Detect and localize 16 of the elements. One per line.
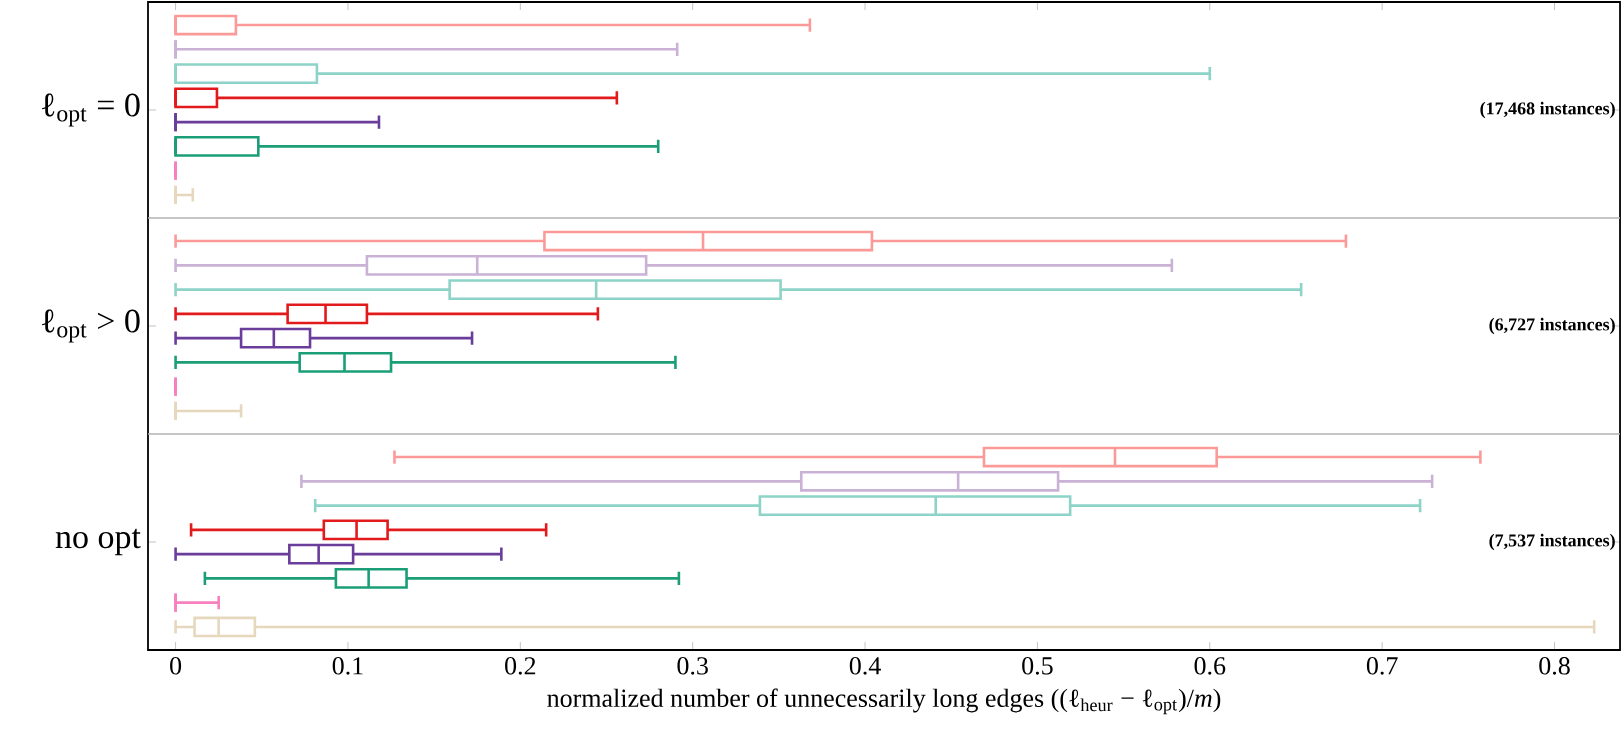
x-tick-label: 0.2	[505, 657, 536, 675]
x-tick-label: 0	[170, 657, 182, 675]
x-tick-label: 0.8	[1539, 657, 1570, 675]
y-tick-label: ℓ$_{opt}$ = 0	[42, 93, 140, 127]
x-tick-label: 0.5	[1022, 657, 1053, 675]
x-tick-label: 0.1	[332, 657, 363, 675]
y-tick-label: ℓ$_{opt}$ > 0	[42, 309, 140, 343]
annotation: (17,468 instances)	[1480, 101, 1615, 119]
x-axis-title: normalized number of unnecessarily long edges ((ℓ$_{heur}$ − ℓ$_{opt}$)/m)	[547, 688, 1221, 715]
x-tick-label: 0.7	[1366, 657, 1398, 675]
annotation: (6,727 instances)	[1489, 317, 1615, 335]
x-tick-label: 0.6	[1194, 657, 1226, 675]
x-tick-label: 0.3	[677, 657, 708, 675]
x-tick-label: 0.4	[849, 657, 881, 675]
y-tick-label: no opt	[55, 528, 141, 556]
annotation: (7,537 instances)	[1489, 533, 1615, 551]
